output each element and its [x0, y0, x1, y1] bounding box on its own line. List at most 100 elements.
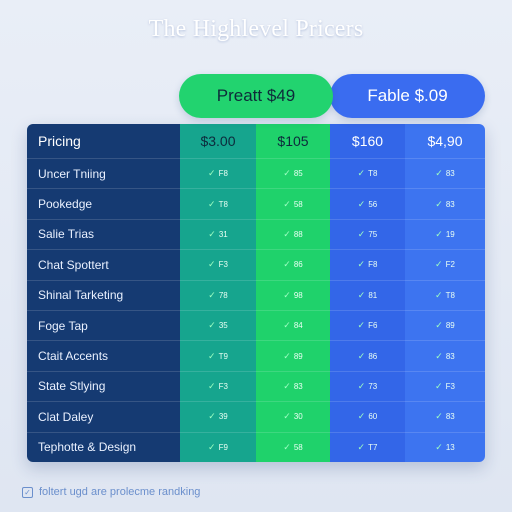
checkmark-icon: ✓: [435, 320, 443, 331]
table-row: Shinal Tarketing ✓ 78 ✓ 98 ✓ 81 ✓ T8: [27, 279, 485, 310]
value-text: 31: [218, 229, 228, 239]
feature-value: ✓ F3: [180, 249, 256, 279]
feature-label: Shinal Tarketing: [27, 279, 180, 310]
feature-value: ✓ 83: [405, 188, 485, 218]
value-text: 58: [293, 199, 303, 209]
value-text: F3: [445, 381, 455, 391]
plan-button-fable[interactable]: Fable $.09: [330, 74, 485, 118]
feature-value: ✓ 98: [256, 279, 330, 310]
value-text: F3: [218, 381, 228, 391]
table-row: Salie Trias ✓ 31 ✓ 88 ✓ 75 ✓ 19: [27, 218, 485, 249]
checkmark-icon: ✓: [283, 289, 291, 300]
value-text: 89: [445, 321, 455, 331]
checkmark-icon: ✓: [208, 320, 216, 331]
price-col-4: $4,90: [427, 133, 463, 149]
header-label: Pricing: [38, 133, 81, 149]
value-text: 58: [293, 442, 303, 452]
value-text: 30: [293, 412, 303, 422]
price-col-2: $105: [277, 133, 309, 149]
checkmark-icon: ✓: [283, 320, 291, 331]
feature-value: ✓ 78: [180, 279, 256, 310]
feature-value: ✓ F8: [330, 249, 405, 279]
pricing-table: Pricing $3.00 $105 $160 $4,90 Uncer Tnii…: [27, 124, 485, 462]
checkmark-icon: ✓: [283, 350, 291, 361]
value-text: F8: [218, 169, 228, 179]
value-text: 83: [445, 199, 455, 209]
value-text: 56: [368, 199, 378, 209]
feature-label: Chat Spottert: [27, 249, 180, 279]
value-text: 78: [218, 290, 228, 300]
table-row: Ctait Accents ✓ T9 ✓ 89 ✓ 86 ✓ 83: [27, 340, 485, 370]
checkmark-icon: ✓: [208, 289, 216, 300]
feature-value: ✓ 58: [256, 431, 330, 462]
feature-value: ✓ 35: [180, 310, 256, 340]
value-text: F9: [218, 442, 228, 452]
checkmark-icon: ✓: [357, 289, 366, 300]
value-text: F8: [368, 260, 378, 270]
feature-value: ✓ 81: [330, 279, 405, 310]
price-col-1: $3.00: [200, 133, 236, 149]
feature-value: ✓ 89: [256, 340, 330, 370]
feature-value: ✓ F8: [180, 158, 256, 188]
value-text: 81: [368, 290, 378, 300]
feature-value: ✓ 84: [256, 310, 330, 340]
feature-label: State Stlying: [27, 370, 180, 401]
feature-value: ✓ T8: [405, 279, 485, 310]
checkmark-icon: ✓: [357, 350, 366, 361]
checkmark-icon: ✓: [357, 168, 366, 179]
value-text: 86: [293, 260, 303, 270]
feature-value: ✓ 83: [405, 340, 485, 370]
value-text: 75: [368, 229, 378, 239]
feature-value: ✓ 86: [256, 249, 330, 279]
checkbox-icon[interactable]: ✓: [22, 486, 33, 498]
checkmark-icon: ✓: [208, 168, 216, 179]
value-text: 35: [218, 321, 228, 331]
value-text: T7: [368, 442, 378, 452]
table-row: Uncer Tniing ✓ F8 ✓ 85 ✓ T8 ✓ 83: [27, 158, 485, 188]
feature-value: ✓ 13: [405, 431, 485, 462]
footer-note[interactable]: ✓ foltert ugd are prolecme randking: [22, 486, 200, 498]
feature-value: ✓ 73: [330, 370, 405, 401]
checkmark-icon: ✓: [283, 441, 291, 452]
plan-button-preatt[interactable]: Preatt $49: [179, 74, 333, 118]
feature-value: ✓ F9: [180, 431, 256, 462]
checkmark-icon: ✓: [435, 289, 443, 300]
checkmark-icon: ✓: [208, 380, 216, 391]
value-text: 60: [368, 412, 378, 422]
checkmark-icon: ✓: [283, 380, 291, 391]
checkmark-icon: ✓: [283, 198, 291, 209]
checkmark-icon: ✓: [283, 259, 291, 270]
checkmark-icon: ✓: [357, 259, 366, 270]
value-text: 83: [293, 381, 303, 391]
table-row: Tephotte & Design ✓ F9 ✓ 58 ✓ T7 ✓ 13: [27, 431, 485, 462]
feature-value: ✓ 75: [330, 218, 405, 249]
feature-value: ✓ 89: [405, 310, 485, 340]
value-text: 89: [293, 351, 303, 361]
table-row: Pookedge ✓ T8 ✓ 58 ✓ 56 ✓ 83: [27, 188, 485, 218]
checkmark-icon: ✓: [357, 411, 366, 422]
checkmark-icon: ✓: [357, 320, 366, 331]
feature-value: ✓ 19: [405, 218, 485, 249]
checkmark-icon: ✓: [357, 380, 366, 391]
feature-label: Salie Trias: [27, 218, 180, 249]
label-column: [27, 124, 180, 462]
feature-value: ✓ 56: [330, 188, 405, 218]
price-col-3: $160: [351, 133, 384, 149]
feature-value: ✓ 86: [330, 340, 405, 370]
feature-value: ✓ T7: [330, 431, 405, 462]
checkmark-icon: ✓: [435, 441, 443, 452]
feature-label: Tephotte & Design: [27, 431, 180, 462]
feature-label: Foge Tap: [27, 310, 180, 340]
value-text: 83: [445, 412, 455, 422]
checkmark-icon: ✓: [435, 168, 443, 179]
plan-column-4: [405, 124, 485, 462]
value-text: T8: [218, 199, 228, 209]
feature-value: ✓ T9: [180, 340, 256, 370]
feature-value: ✓ T8: [330, 158, 405, 188]
value-text: 83: [445, 351, 455, 361]
checkmark-icon: ✓: [435, 198, 443, 209]
checkmark-icon: ✓: [357, 441, 366, 452]
value-text: 39: [218, 412, 228, 422]
value-text: T8: [368, 169, 378, 179]
feature-value: ✓ 60: [330, 401, 405, 431]
